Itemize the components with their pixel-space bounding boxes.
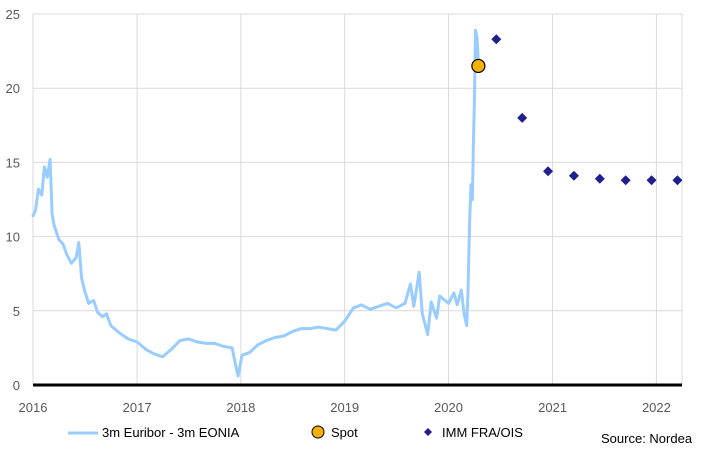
- imm-marker: [543, 166, 554, 177]
- imm-marker: [672, 175, 683, 186]
- legend-label-imm: IMM FRA/OIS: [442, 425, 523, 440]
- imm-marker: [594, 173, 605, 184]
- legend-label-spot: Spot: [331, 425, 358, 440]
- legend-swatch-spot: [311, 425, 325, 439]
- series-line-euribor-eonia: [31, 28, 480, 378]
- imm-fra-ois-markers: [491, 34, 683, 186]
- y-tick-labels: 0 5 10 15 20 25: [6, 7, 20, 393]
- spot-markers: [471, 58, 486, 74]
- x-tick-label: 2016: [19, 400, 48, 415]
- legend-label-euribor: 3m Euribor - 3m EONIA: [102, 425, 240, 440]
- x-tick-labels: 2016 2017 2018 2019 2020 2021 2022: [19, 400, 671, 415]
- legend-swatch-imm: [424, 428, 432, 436]
- imm-marker: [620, 175, 631, 186]
- y-tick-label: 5: [13, 304, 20, 319]
- y-tick-label: 10: [6, 230, 20, 245]
- x-tick-label: 2019: [330, 400, 359, 415]
- imm-marker: [646, 175, 657, 186]
- imm-marker: [568, 170, 579, 181]
- legend: 3m Euribor - 3m EONIA Spot IMM FRA/OIS: [68, 425, 523, 440]
- imm-marker: [517, 112, 528, 123]
- y-tick-label: 0: [13, 378, 20, 393]
- x-tick-label: 2018: [226, 400, 255, 415]
- imm-marker: [491, 34, 502, 45]
- grid-lines: [32, 13, 683, 385]
- x-tick-label: 2017: [123, 400, 152, 415]
- y-tick-label: 25: [6, 7, 20, 22]
- source-note: Source: Nordea: [601, 431, 693, 446]
- x-tick-label: 2021: [538, 400, 567, 415]
- y-tick-label: 15: [6, 155, 20, 170]
- y-tick-label: 20: [6, 81, 20, 96]
- spot-marker: [471, 58, 486, 74]
- x-tick-label: 2022: [642, 400, 671, 415]
- x-tick-label: 2020: [434, 400, 463, 415]
